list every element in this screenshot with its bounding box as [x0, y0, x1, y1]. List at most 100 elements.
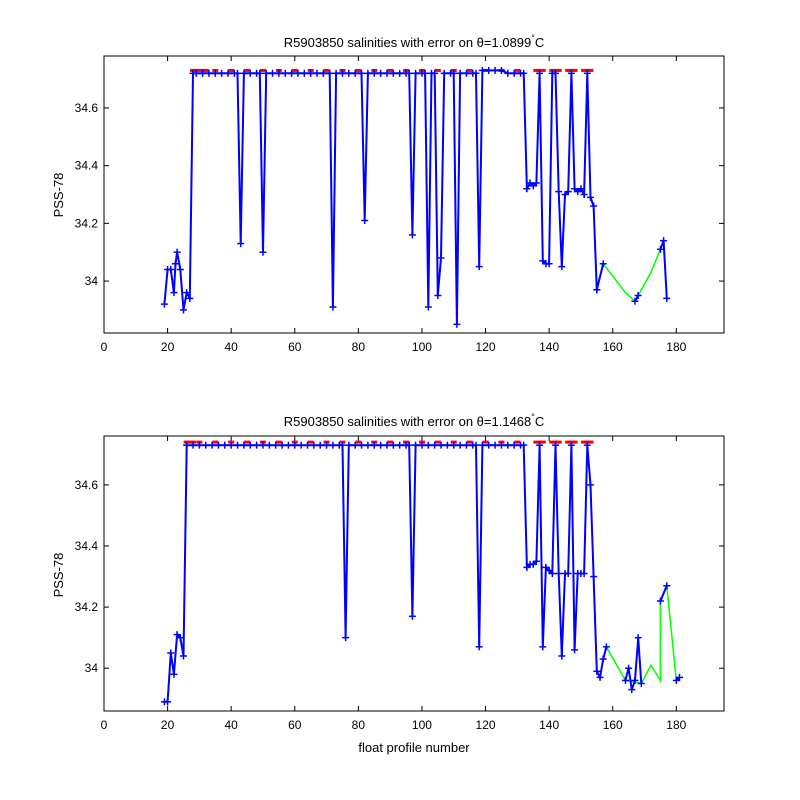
salinity-point-top — [370, 69, 378, 77]
salinity-point-top — [338, 69, 346, 77]
salinity-point-bottom — [259, 441, 267, 449]
salinity-point-bottom — [443, 441, 451, 449]
salinity-point-bottom — [625, 664, 633, 672]
salinity-point-bottom — [377, 441, 385, 449]
salinity-point-top — [475, 263, 483, 271]
salinity-point-bottom — [567, 441, 575, 449]
salinity-point-bottom — [555, 570, 563, 577]
y-tick-label-bottom: 34.4 — [75, 539, 99, 553]
salinity-point-bottom — [504, 441, 512, 449]
salinity-point-top — [421, 69, 429, 77]
flag-marker-bottom — [555, 440, 562, 444]
salinity-point-bottom — [291, 441, 299, 449]
flag-marker-top — [533, 68, 540, 72]
salinity-point-top — [523, 185, 531, 193]
salinity-point-top — [319, 69, 327, 77]
salinity-point-top — [520, 69, 528, 77]
x-tick-label-bottom: 180 — [666, 718, 686, 732]
salinity-point-top — [396, 69, 404, 77]
salinity-point-bottom — [510, 441, 518, 449]
salinity-point-bottom — [634, 634, 642, 642]
salinity-point-bottom — [602, 643, 610, 651]
flag-marker-top — [202, 68, 209, 72]
salinity-point-bottom — [195, 441, 203, 449]
salinity-point-top — [389, 69, 397, 77]
salinity-point-bottom — [497, 441, 505, 449]
salinity-point-bottom — [265, 441, 273, 449]
salinity-point-bottom — [246, 441, 254, 449]
salinity-series-segment-top — [595, 263, 605, 290]
salinity-point-bottom — [590, 573, 598, 581]
flag-marker-top — [466, 68, 473, 72]
flag-marker-bottom — [533, 440, 540, 444]
salinity-point-bottom — [316, 441, 324, 449]
salinity-point-top — [345, 69, 353, 77]
salinity-point-top — [300, 69, 308, 77]
salinity-point-bottom — [478, 441, 486, 449]
salinity-point-top — [351, 69, 359, 77]
y-tick-label-bottom: 34.6 — [75, 478, 99, 492]
salinity-point-bottom — [580, 570, 588, 577]
salinity-point-bottom — [297, 441, 305, 449]
salinity-point-top — [437, 254, 445, 262]
salinity-point-bottom — [437, 441, 445, 449]
salinity-point-bottom — [405, 441, 413, 449]
salinity-point-bottom — [631, 676, 639, 684]
salinity-point-top — [199, 69, 207, 77]
chart-title-top-unit: C — [535, 35, 544, 50]
salinity-point-top — [218, 69, 226, 77]
x-tick-label-bottom: 140 — [539, 718, 559, 732]
salinity-point-top — [434, 291, 442, 299]
chart-title-bottom-degree: ° — [531, 412, 535, 422]
flag-marker-top — [387, 68, 394, 72]
salinity-point-bottom — [418, 441, 426, 449]
salinity-point-top — [663, 294, 671, 302]
salinity-point-top — [504, 69, 512, 77]
salinity-point-top — [167, 266, 175, 274]
salinity-point-top — [176, 266, 184, 274]
flag-marker-top — [539, 68, 546, 72]
salinity-point-bottom — [424, 441, 432, 449]
salinity-point-bottom — [323, 441, 331, 449]
salinity-point-top — [577, 185, 585, 193]
salinity-point-bottom — [475, 643, 483, 651]
salinity-point-top — [456, 69, 464, 77]
y-tick-label-bottom: 34 — [85, 661, 99, 675]
flag-marker-bottom — [581, 440, 588, 444]
salinity-point-top — [567, 69, 575, 77]
salinity-point-bottom — [338, 441, 346, 449]
salinity-point-top — [170, 289, 178, 297]
y-tick-label-top: 34 — [85, 274, 99, 288]
chart-title-top-degree: ° — [531, 33, 535, 43]
salinity-point-bottom — [170, 670, 178, 678]
salinity-point-bottom — [485, 441, 493, 449]
salinity-point-top — [211, 69, 219, 77]
y-axis-label-bottom: PSS-78 — [51, 553, 66, 598]
chart-title-top-main: R5903850 salinities with error on θ=1.08… — [284, 35, 532, 50]
flag-marker-top — [581, 68, 588, 72]
salinity-point-top — [377, 69, 385, 77]
salinity-point-top — [256, 69, 264, 77]
flag-marker-top — [291, 68, 298, 72]
salinity-point-bottom — [551, 441, 559, 449]
salinity-point-top — [172, 260, 180, 268]
salinity-point-bottom — [456, 441, 464, 449]
salinity-point-top — [631, 297, 639, 305]
salinity-point-bottom — [358, 441, 366, 449]
salinity-panel-top: R5903850 salinities with error on θ=1.08… — [51, 33, 725, 354]
salinity-point-bottom — [351, 441, 359, 449]
flag-marker-top — [228, 68, 235, 72]
salinity-point-bottom — [202, 441, 210, 449]
salinity-point-bottom — [396, 441, 404, 449]
x-tick-label-bottom: 20 — [161, 718, 175, 732]
salinity-point-top — [580, 191, 588, 198]
x-tick-label-top: 40 — [224, 340, 238, 354]
salinity-point-top — [237, 240, 245, 248]
salinity-point-bottom — [234, 441, 242, 449]
salinity-point-bottom — [472, 441, 480, 449]
salinity-series-segment-bottom — [659, 585, 668, 602]
salinity-point-bottom — [412, 441, 420, 449]
salinity-point-bottom — [628, 686, 636, 694]
salinity-point-top — [405, 69, 413, 77]
salinity-point-top — [281, 69, 289, 77]
